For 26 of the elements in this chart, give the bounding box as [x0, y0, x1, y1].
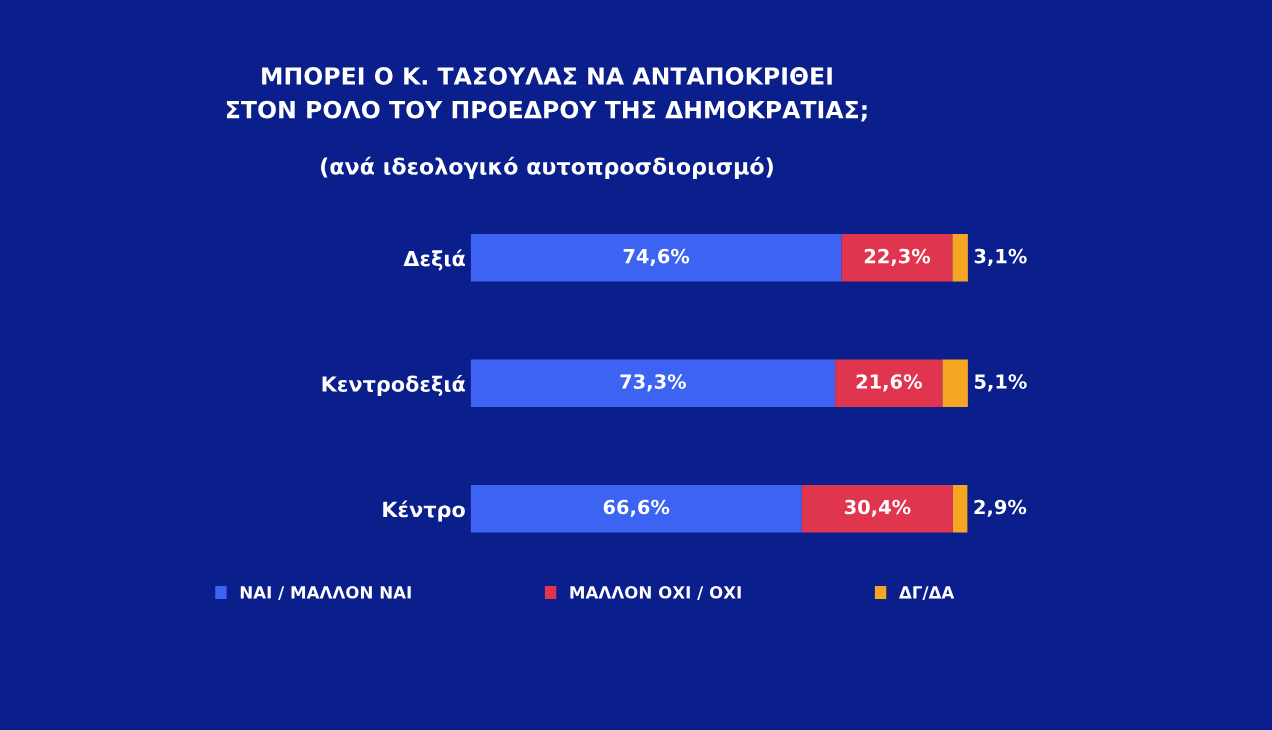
bar — [835, 359, 943, 408]
data-label: 3,1% — [974, 248, 1027, 266]
y-tick-label: Κέντρο — [383, 500, 465, 522]
legend-label: ΔΓ/ΔΑ — [898, 586, 955, 600]
data-label: 21,6% — [856, 374, 922, 392]
bar — [801, 484, 953, 533]
data-label: 74,6% — [623, 248, 690, 266]
legend-label: ΜΑΛΛΟΝ ΟΧΙ / ΟΧΙ — [570, 586, 741, 600]
data-label: 66,6% — [603, 499, 670, 517]
bar — [942, 359, 968, 408]
bar — [952, 484, 968, 533]
bar — [470, 233, 842, 282]
data-label: 73,3% — [620, 374, 686, 392]
data-label: 2,9% — [974, 499, 1027, 517]
bar — [841, 233, 953, 282]
chart-subtitle: (ανά ιδεολογικό αυτοπροσδιορισμό) — [321, 156, 773, 180]
y-tick-label: Δεξιά — [403, 249, 465, 271]
chart-title: ΜΠΟΡΕΙ Ο Κ. ΤΑΣΟΥΛΑΣ ΝΑ ΑΝΤΑΠΟΚΡΙΘΕΙ ΣΤΟΝ ΡΟΛΟ ΤΟΥ ΠΡΟΕΔΡΟΥ ΤΗΣ ΔΗΜΟΚΡΑΤΙΑΣ; — [226, 67, 867, 122]
data-label: 5,1% — [974, 374, 1027, 392]
bar — [470, 484, 802, 533]
bar — [470, 359, 836, 408]
data-label: 22,3% — [864, 248, 931, 266]
data-label: 30,4% — [844, 499, 911, 517]
y-tick-label: Κεντροδεξιά — [322, 374, 465, 396]
legend-label: ΝΑΙ / ΜΑΛΛΟΝ ΝΑΙ — [240, 586, 411, 600]
bar — [952, 233, 968, 282]
